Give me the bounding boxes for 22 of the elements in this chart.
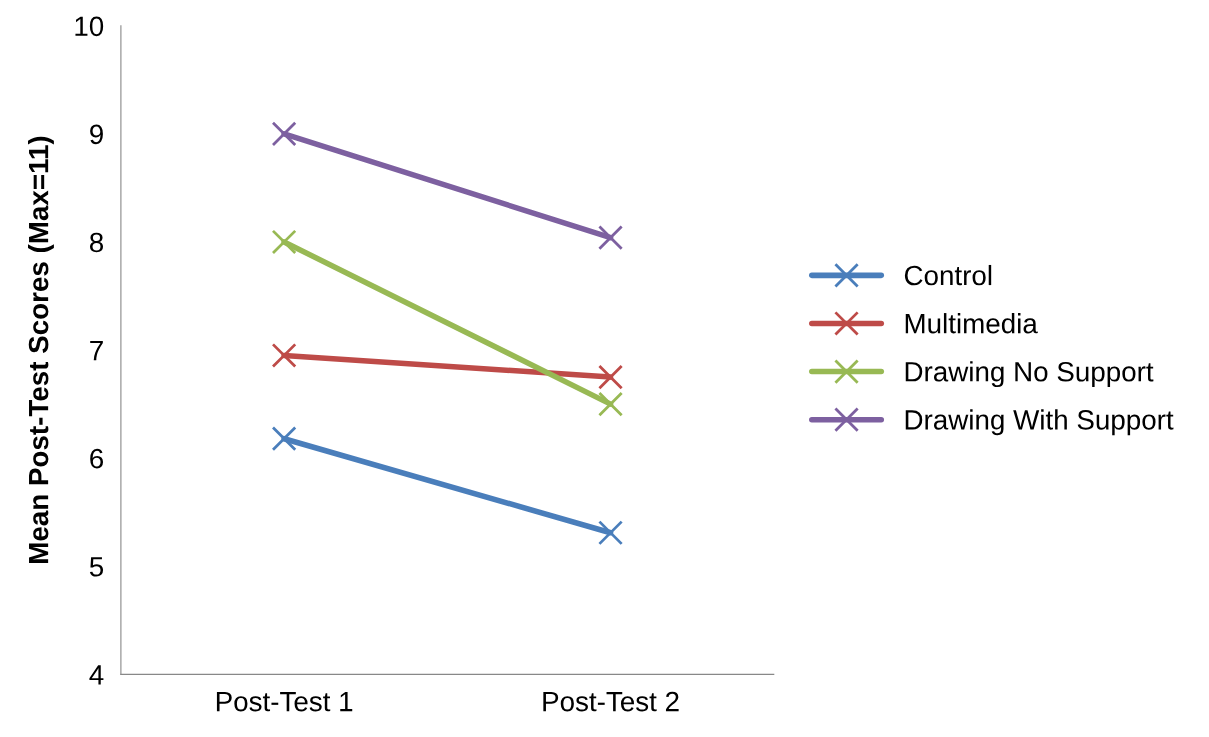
point <box>598 520 624 546</box>
x-tick-label: Post-Test 2 <box>543 691 679 712</box>
x-tick-label: Post-Test 1 <box>216 692 353 712</box>
y-axis-title: Mean Post-Test Scores (Max=11) <box>28 136 54 563</box>
point <box>598 391 624 417</box>
y-tick-label: 9 <box>90 124 103 145</box>
point <box>271 229 297 255</box>
y-tick-label: 6 <box>90 448 104 469</box>
point <box>271 426 297 452</box>
y-tick-label: 5 <box>89 557 104 577</box>
y-tick-label: 4 <box>89 665 104 685</box>
y-tick-label: 7 <box>90 341 103 361</box>
legend-label: Multimedia <box>905 313 1038 334</box>
legend-label: Drawing No Support <box>905 361 1154 388</box>
point <box>271 121 297 147</box>
point <box>271 342 297 368</box>
y-tick-label: 8 <box>89 232 104 253</box>
legend-label: Drawing With Support <box>905 409 1174 436</box>
y-tick-label: 10 <box>75 16 104 37</box>
legend-label: Control <box>904 264 992 286</box>
point <box>598 364 624 390</box>
point <box>598 225 624 251</box>
